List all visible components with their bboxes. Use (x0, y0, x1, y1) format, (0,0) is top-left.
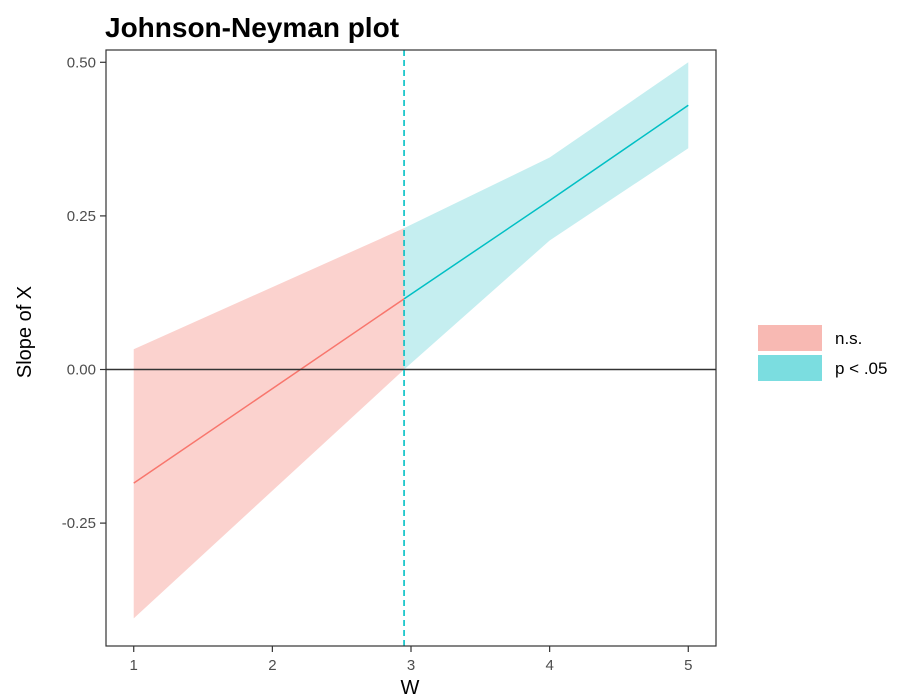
x-tick-label: 2 (268, 657, 276, 674)
slope-line-1 (403, 104, 689, 300)
legend: n.s. p < .05 (758, 325, 887, 381)
legend-swatch (758, 355, 822, 381)
y-tick-label: 0.50 (67, 54, 96, 71)
x-tick-label: 5 (684, 657, 692, 674)
legend-label: p < .05 (835, 359, 887, 378)
slope-lines (133, 104, 689, 484)
y-axis: -0.25 0.00 0.25 0.50 (62, 54, 106, 532)
legend-label: n.s. (835, 329, 862, 348)
legend-swatch (758, 325, 822, 351)
confidence-bands (133, 62, 689, 619)
y-axis-title: Slope of X (14, 286, 36, 378)
x-axis-title: W (401, 677, 420, 699)
y-tick-label: 0.00 (67, 362, 96, 379)
chart-title: Johnson-Neyman plot (105, 12, 399, 43)
x-tick-label: 1 (130, 657, 138, 674)
x-tick-label: 4 (545, 657, 553, 674)
slope-line-0 (133, 298, 405, 484)
y-tick-label: -0.25 (62, 515, 96, 532)
x-axis: 1 2 3 4 5 (130, 646, 692, 674)
x-tick-label: 3 (407, 657, 415, 674)
confidence-band-1 (404, 62, 689, 370)
y-tick-label: 0.25 (67, 208, 96, 225)
confidence-band-0 (133, 228, 405, 619)
